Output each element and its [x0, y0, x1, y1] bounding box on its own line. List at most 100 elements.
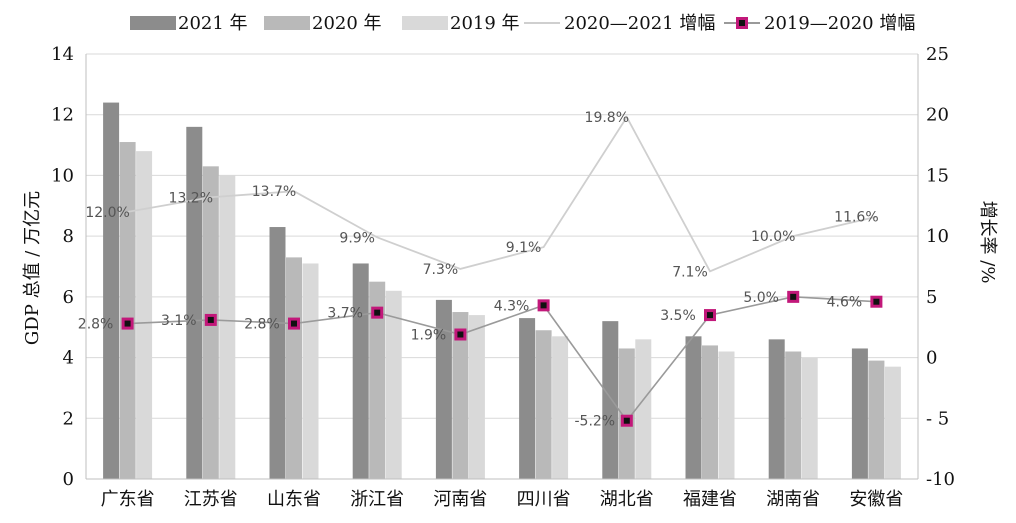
- bar: [785, 351, 802, 479]
- bar: [618, 348, 635, 479]
- bar: [535, 330, 552, 479]
- line-series: 12.0% 13.2% 13.7% 9.9% 7.3% 9.1% 19.8% 7.1% 10.0…: [78, 110, 883, 430]
- y-tick-label: 4: [63, 348, 74, 369]
- legend-label: 2019—2020 增幅: [764, 13, 915, 34]
- data-label: 3.7%: [327, 306, 363, 322]
- legend-label: 2020—2021 增幅: [564, 13, 715, 34]
- bar: [635, 339, 652, 479]
- x-tick-label: 河南省: [433, 489, 487, 510]
- series-line-2020-2021: [127, 115, 877, 273]
- data-label: 3.5%: [660, 308, 696, 324]
- bar: [768, 339, 785, 479]
- data-label: 11.6%: [834, 210, 878, 226]
- data-label: 1.9%: [411, 328, 447, 344]
- legend-label: 2021 年: [178, 13, 248, 34]
- y2-tick-label: 5: [926, 287, 937, 308]
- legend-marker-center: [739, 20, 745, 26]
- y-tick-label: 8: [63, 226, 74, 247]
- bar: [468, 315, 485, 479]
- y-tick-label: 14: [51, 44, 74, 65]
- bar: [435, 299, 452, 479]
- legend-label: 2020 年: [312, 13, 382, 34]
- bar: [352, 263, 369, 479]
- x-tick-label: 湖北省: [600, 489, 654, 510]
- legend: 2021 年 2020 年 2019 年 2020—2021 增幅 2019—2020 …: [130, 13, 915, 34]
- y2-tick-label: 25: [926, 44, 949, 65]
- data-label: 7.3%: [423, 262, 459, 278]
- data-label: 13.7%: [252, 184, 296, 200]
- axes: 0 2 4 6 8 10 12 14 -10 - 5 0 5 10 15 20 25 广东省 江苏省 山东省 浙江省 河…: [51, 44, 955, 510]
- y2-tick-label: 0: [926, 348, 937, 369]
- y2-tick-label: 15: [926, 165, 949, 186]
- point-marker-center: [457, 331, 464, 338]
- x-tick-label: 山东省: [267, 489, 321, 510]
- bar: [519, 318, 536, 479]
- bar: [369, 281, 386, 479]
- x-tick-label: 四川省: [517, 489, 571, 510]
- data-label: -5.2%: [574, 414, 615, 430]
- legend-swatch: [130, 16, 176, 30]
- bar: [385, 290, 402, 479]
- point-marker-center: [374, 309, 381, 316]
- y-tick-label: 10: [51, 165, 74, 186]
- bar: [552, 336, 569, 479]
- bar: [702, 345, 718, 479]
- data-label: 13.2%: [169, 190, 213, 206]
- data-label: 9.1%: [506, 240, 542, 256]
- data-label: 2.8%: [244, 317, 280, 333]
- x-tick-label: 浙江省: [350, 489, 404, 510]
- bar: [868, 360, 885, 479]
- data-label: 3.1%: [161, 313, 197, 329]
- y-tick-label: 12: [51, 105, 74, 126]
- series-line-2019-2020: [127, 296, 877, 423]
- bar: [286, 257, 302, 479]
- bar: [103, 102, 120, 480]
- data-label: 19.8%: [585, 110, 629, 126]
- point-marker-center: [790, 293, 797, 300]
- point-marker-center: [623, 417, 630, 424]
- y2-tick-label: - 5: [926, 408, 949, 429]
- bar: [851, 348, 868, 479]
- point-marker-center: [540, 302, 547, 309]
- point-marker-center: [207, 316, 214, 323]
- legend-label: 2019 年: [450, 13, 520, 34]
- legend-swatch: [402, 16, 448, 30]
- bar-series: [103, 102, 901, 480]
- y-tick-label: 2: [63, 408, 74, 429]
- bar: [718, 351, 735, 479]
- data-label: 4.3%: [494, 298, 530, 314]
- data-label: 10.0%: [751, 229, 795, 245]
- x-tick-label: 广东省: [101, 489, 155, 510]
- bar: [602, 321, 619, 479]
- legend-swatch: [264, 16, 310, 30]
- y-tick-label: 0: [63, 469, 74, 490]
- y2-tick-label: 10: [926, 226, 949, 247]
- x-tick-label: 江苏省: [184, 489, 238, 510]
- bar: [884, 366, 901, 479]
- y2-tick-label: -10: [926, 469, 955, 490]
- data-label: 7.1%: [672, 264, 708, 280]
- point-marker-center: [291, 320, 297, 327]
- point-marker-center: [707, 312, 713, 319]
- bar: [801, 357, 818, 479]
- y-axis-title: GDP 总值 / 万亿元: [22, 191, 43, 345]
- bar: [452, 312, 469, 479]
- bar: [119, 142, 136, 480]
- bar: [186, 126, 203, 479]
- x-tick-label: 安徽省: [849, 489, 903, 510]
- bar: [219, 175, 236, 479]
- bar: [685, 336, 702, 479]
- x-tick-label: 福建省: [683, 489, 737, 510]
- y-tick-label: 6: [63, 287, 74, 308]
- data-label: 5.0%: [743, 290, 779, 306]
- y2-tick-label: 20: [926, 105, 949, 126]
- point-marker-center: [124, 320, 131, 327]
- y2-axis-title: 增长率 /%: [977, 201, 998, 284]
- x-tick-label: 湖南省: [766, 489, 820, 510]
- data-label: 2.8%: [78, 317, 114, 333]
- bar: [269, 227, 286, 479]
- data-label: 4.6%: [827, 295, 863, 311]
- bar: [302, 263, 319, 479]
- data-label: 9.9%: [339, 230, 375, 246]
